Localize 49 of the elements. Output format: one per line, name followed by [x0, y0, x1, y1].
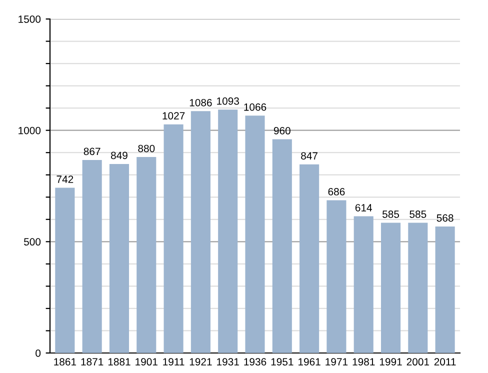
y-tick-label: 0 [36, 350, 41, 357]
data-label: 1093 [217, 97, 239, 105]
x-tick-label: 1861 [54, 358, 76, 366]
data-label: 686 [328, 188, 345, 196]
bar [218, 110, 238, 353]
x-tick-label: 1981 [352, 358, 375, 366]
x-tick-label: 1901 [136, 358, 158, 366]
data-label: 614 [355, 204, 372, 212]
data-label: 847 [301, 152, 318, 160]
x-tick-label: 1936 [244, 358, 266, 366]
bar [190, 111, 210, 353]
data-label: 1086 [190, 98, 212, 106]
data-label: 1027 [162, 112, 185, 120]
x-tick-label: 2011 [434, 358, 456, 366]
x-tick-label: 1931 [217, 358, 239, 366]
bar [109, 164, 130, 353]
data-label: 867 [84, 148, 100, 156]
y-tick-label: 1000 [18, 126, 41, 134]
bar [164, 124, 184, 353]
data-label: 585 [382, 210, 400, 218]
bar [272, 139, 292, 353]
x-tick-label: 2001 [406, 358, 429, 366]
bar [55, 188, 75, 353]
data-label: 849 [111, 152, 128, 160]
bar [408, 222, 428, 353]
x-tick-label: 1961 [298, 358, 320, 366]
x-tick-label: 1971 [326, 358, 348, 366]
data-label: 585 [410, 210, 426, 218]
bar [136, 157, 156, 353]
y-tick-label: 500 [24, 238, 41, 246]
x-tick-label: 1881 [108, 358, 130, 366]
x-tick-label: 1921 [190, 358, 212, 366]
x-tick-label: 1871 [81, 358, 104, 366]
x-tick-label: 1951 [271, 358, 294, 366]
bar [300, 164, 320, 353]
data-label: 1066 [244, 103, 266, 111]
bar [354, 216, 374, 353]
bar [245, 116, 265, 353]
bar [380, 222, 401, 353]
bar [82, 160, 102, 353]
y-tick-label: 1500 [18, 16, 41, 23]
bar [326, 200, 346, 353]
data-label: 568 [436, 214, 454, 222]
data-label: 960 [274, 127, 290, 134]
bar [435, 226, 455, 353]
data-label: 742 [56, 176, 74, 183]
x-tick-label: 1911 [163, 358, 184, 366]
data-label: 880 [138, 144, 155, 152]
x-tick-label: 1991 [380, 358, 402, 366]
